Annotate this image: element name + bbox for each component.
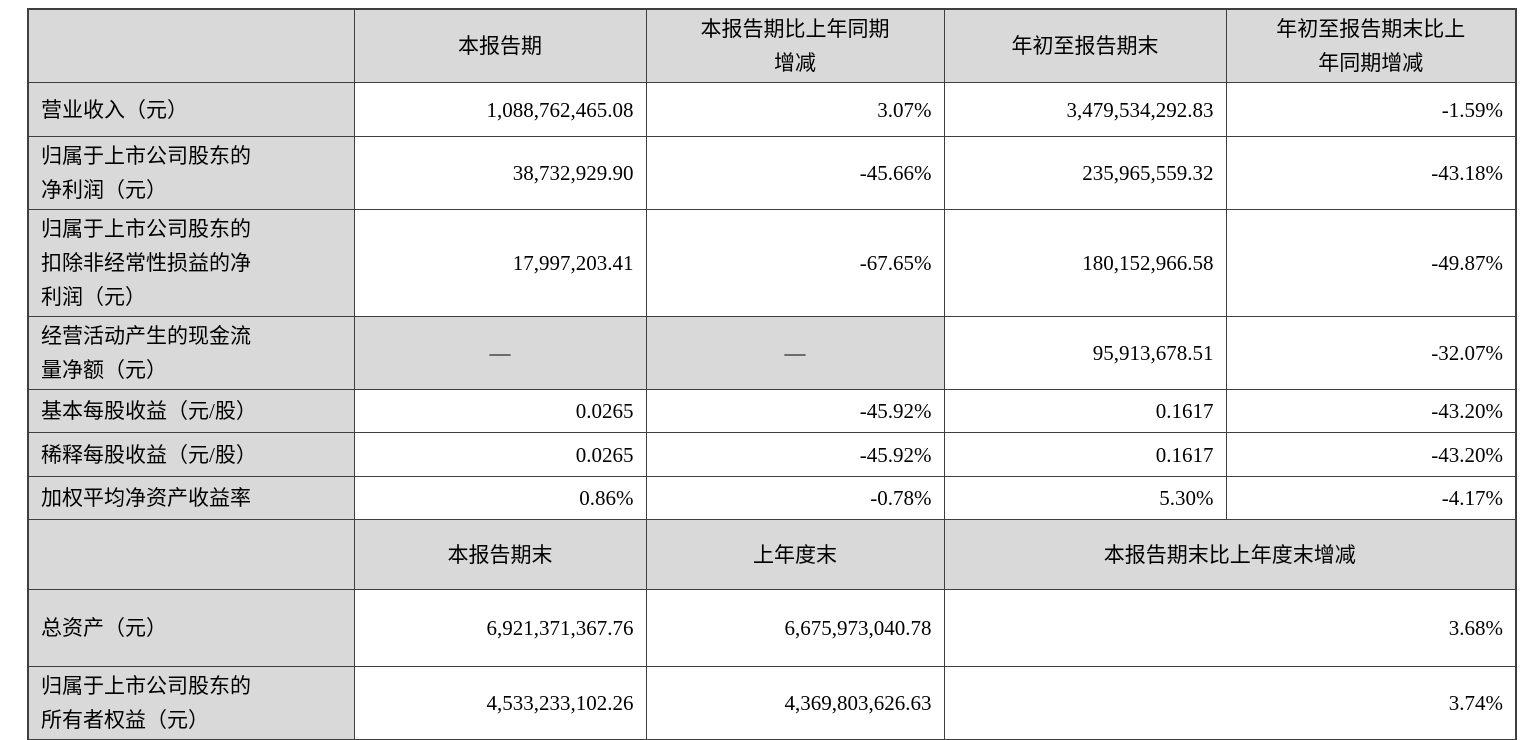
- diluted-eps-yoy: -45.92%: [645, 432, 945, 477]
- table-row-owners-equity: 归属于上市公司股东的 所有者权益（元） 4,533,233,102.26 4,3…: [27, 666, 1517, 740]
- deducted-profit-current: 17,997,203.41: [353, 209, 647, 317]
- roe-ytd-yoy: -4.17%: [1225, 476, 1517, 520]
- table-row-weighted-roe: 加权平均净资产收益率 0.86% -0.78% 5.30% -4.17%: [27, 476, 1517, 520]
- diluted-eps-current: 0.0265: [353, 432, 647, 477]
- table-header-row-period: 本报告期 本报告期比上年同期 增减 年初至报告期末 年初至报告期末比上 年同期增…: [27, 8, 1517, 83]
- basic-eps-current: 0.0265: [353, 389, 647, 433]
- cash-flow-ytd: 95,913,678.51: [943, 316, 1227, 390]
- basic-eps-ytd: 0.1617: [943, 389, 1227, 433]
- header-current-period-yoy: 本报告期比上年同期 增减: [645, 8, 945, 83]
- net-profit-ytd: 235,965,559.32: [943, 136, 1227, 210]
- cash-flow-ytd-yoy: -32.07%: [1225, 316, 1517, 390]
- revenue-yoy: 3.07%: [645, 82, 945, 137]
- header-period-end: 本报告期末: [353, 519, 647, 590]
- row-label: 归属于上市公司股东的 所有者权益（元）: [27, 666, 355, 740]
- header-ytd-yoy: 年初至报告期末比上 年同期增减: [1225, 8, 1517, 83]
- cash-flow-current-dash: —: [353, 316, 647, 390]
- row-label: 经营活动产生的现金流 量净额（元）: [27, 316, 355, 390]
- roe-yoy: -0.78%: [645, 476, 945, 520]
- total-assets-change: 3.68%: [943, 589, 1517, 667]
- basic-eps-yoy: -45.92%: [645, 389, 945, 433]
- table-row-operating-cash-flow: 经营活动产生的现金流 量净额（元） — — 95,913,678.51 -32.…: [27, 316, 1517, 390]
- header2-corner-cell: [27, 519, 355, 590]
- row-label: 归属于上市公司股东的 净利润（元）: [27, 136, 355, 210]
- key-indicators-table: 本报告期 本报告期比上年同期 增减 年初至报告期末 年初至报告期末比上 年同期增…: [27, 8, 1517, 740]
- table-row-total-assets: 总资产（元） 6,921,371,367.76 6,675,973,040.78…: [27, 589, 1517, 667]
- table-row-net-profit: 归属于上市公司股东的 净利润（元） 38,732,929.90 -45.66% …: [27, 136, 1517, 210]
- net-profit-current: 38,732,929.90: [353, 136, 647, 210]
- deducted-profit-ytd: 180,152,966.58: [943, 209, 1227, 317]
- table-row-basic-eps: 基本每股收益（元/股） 0.0265 -45.92% 0.1617 -43.20…: [27, 389, 1517, 433]
- table-row-diluted-eps: 稀释每股收益（元/股） 0.0265 -45.92% 0.1617 -43.20…: [27, 432, 1517, 477]
- owners-equity-period-end: 4,533,233,102.26: [353, 666, 647, 740]
- diluted-eps-ytd: 0.1617: [943, 432, 1227, 477]
- net-profit-yoy: -45.66%: [645, 136, 945, 210]
- header-ytd: 年初至报告期末: [943, 8, 1227, 83]
- row-label: 营业收入（元）: [27, 82, 355, 137]
- total-assets-prev-year-end: 6,675,973,040.78: [645, 589, 945, 667]
- diluted-eps-ytd-yoy: -43.20%: [1225, 432, 1517, 477]
- row-label: 总资产（元）: [27, 589, 355, 667]
- deducted-profit-ytd-yoy: -49.87%: [1225, 209, 1517, 317]
- row-label: 加权平均净资产收益率: [27, 476, 355, 520]
- cash-flow-yoy-dash: —: [645, 316, 945, 390]
- table-row-deducted-net-profit: 归属于上市公司股东的 扣除非经常性损益的净 利润（元） 17,997,203.4…: [27, 209, 1517, 317]
- table-header-row-period-end: 本报告期末 上年度末 本报告期末比上年度末增减: [27, 519, 1517, 590]
- revenue-ytd: 3,479,534,292.83: [943, 82, 1227, 137]
- basic-eps-ytd-yoy: -43.20%: [1225, 389, 1517, 433]
- roe-current: 0.86%: [353, 476, 647, 520]
- revenue-ytd-yoy: -1.59%: [1225, 82, 1517, 137]
- header-period-end-change: 本报告期末比上年度末增减: [943, 519, 1517, 590]
- header-corner-cell: [27, 8, 355, 83]
- revenue-current: 1,088,762,465.08: [353, 82, 647, 137]
- row-label: 归属于上市公司股东的 扣除非经常性损益的净 利润（元）: [27, 209, 355, 317]
- row-label: 稀释每股收益（元/股）: [27, 432, 355, 477]
- net-profit-ytd-yoy: -43.18%: [1225, 136, 1517, 210]
- owners-equity-prev-year-end: 4,369,803,626.63: [645, 666, 945, 740]
- header-current-period: 本报告期: [353, 8, 647, 83]
- header-prev-year-end: 上年度末: [645, 519, 945, 590]
- total-assets-period-end: 6,921,371,367.76: [353, 589, 647, 667]
- deducted-profit-yoy: -67.65%: [645, 209, 945, 317]
- owners-equity-change: 3.74%: [943, 666, 1517, 740]
- table-row-revenue: 营业收入（元） 1,088,762,465.08 3.07% 3,479,534…: [27, 82, 1517, 137]
- roe-ytd: 5.30%: [943, 476, 1227, 520]
- row-label: 基本每股收益（元/股）: [27, 389, 355, 433]
